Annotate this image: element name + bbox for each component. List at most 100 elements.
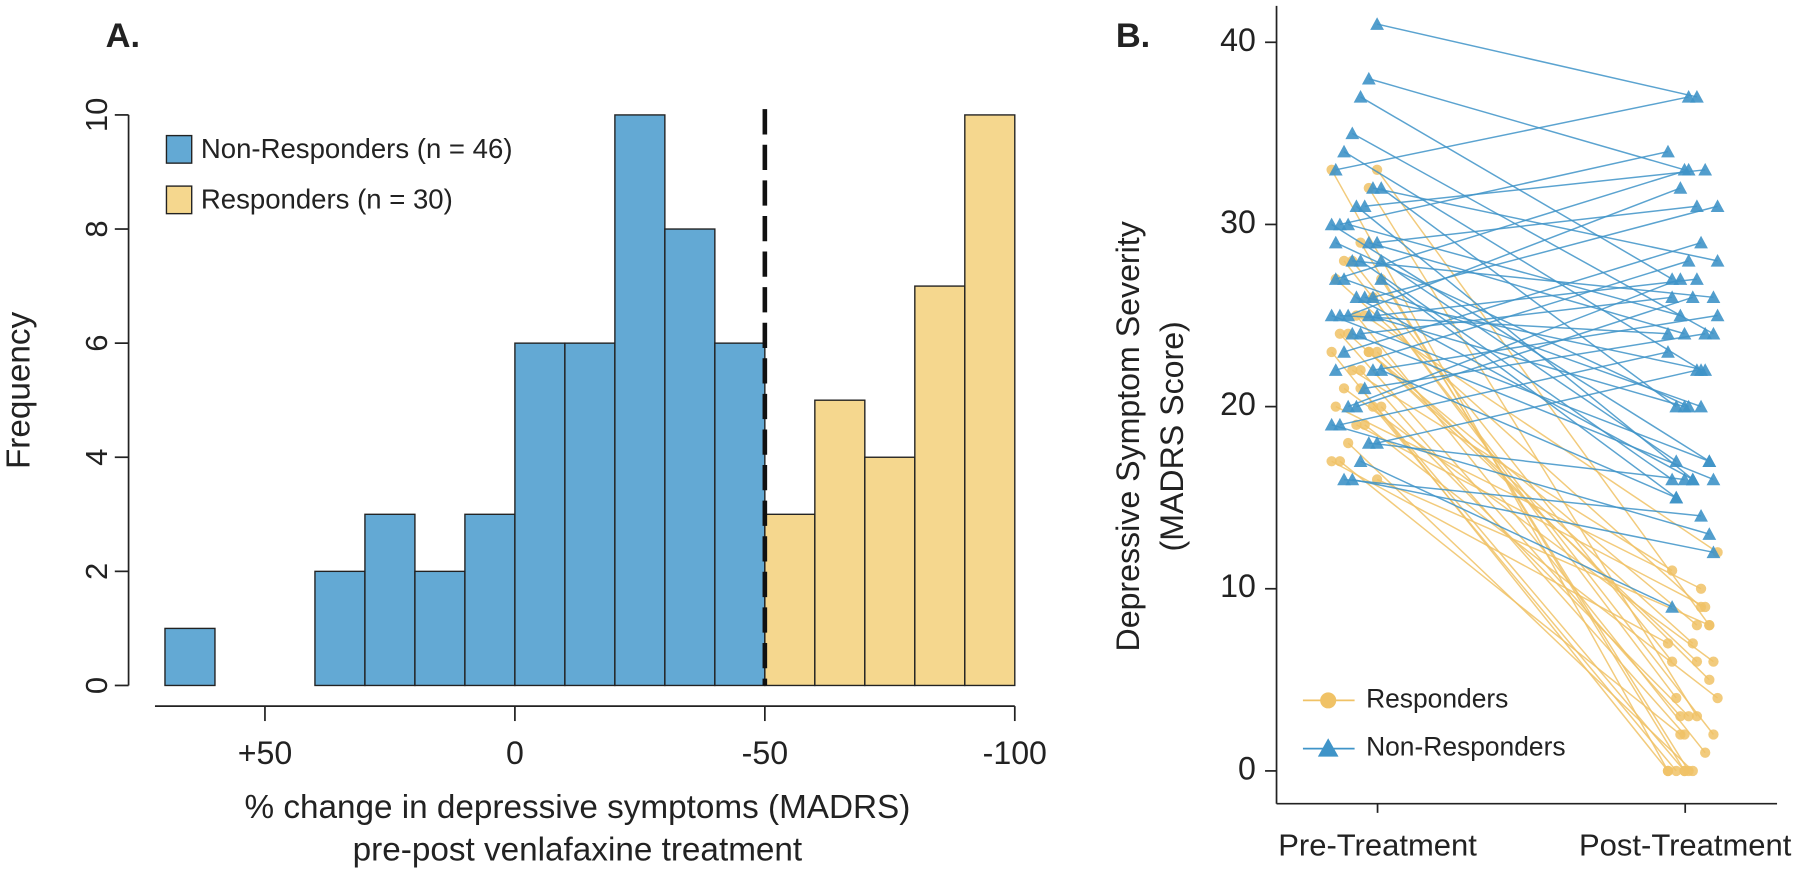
marker: [1326, 346, 1337, 358]
marker: [1687, 638, 1698, 649]
bar: [164, 627, 216, 687]
bar: [614, 114, 666, 687]
marker: [1691, 620, 1703, 631]
marker: [1677, 472, 1692, 486]
x-tick-label: -100: [983, 735, 1047, 771]
subject-line: [1376, 23, 1698, 98]
panel-label: A.: [106, 17, 140, 55]
marker: [1328, 235, 1343, 249]
marker: [1710, 308, 1725, 322]
bar: [864, 456, 916, 687]
subject-line: [1339, 150, 1669, 226]
subject-line: [1368, 351, 1698, 626]
marker: [1704, 620, 1715, 631]
x-tick-label: -50: [742, 735, 788, 771]
marker: [1681, 399, 1696, 413]
marker: [1698, 326, 1713, 340]
marker: [1324, 217, 1339, 231]
subject-line: [1356, 296, 1694, 408]
legend-label: Responders (n = 30): [201, 183, 453, 214]
marker: [1361, 436, 1376, 449]
legend-label: Responders: [1366, 683, 1508, 713]
y-axis-label: Frequency: [0, 311, 37, 469]
marker: [1679, 765, 1690, 777]
subject-line: [1377, 205, 1697, 244]
bar: [664, 228, 716, 687]
subject-line: [1380, 278, 1677, 499]
subject-line: [1352, 478, 1714, 554]
marker: [1353, 454, 1368, 467]
subject-line: [1372, 187, 1718, 262]
subject-line: [1372, 205, 1718, 299]
subject-line: [1352, 333, 1714, 481]
subject-line: [1331, 351, 1669, 772]
marker: [1694, 509, 1708, 522]
marker: [1341, 399, 1356, 413]
marker: [1681, 162, 1696, 176]
marker: [1662, 765, 1674, 777]
marker: [1691, 656, 1703, 667]
marker: [1675, 711, 1686, 722]
subject-line: [1347, 278, 1681, 408]
marker: [1366, 181, 1380, 194]
marker: [1338, 383, 1350, 394]
y-tick-label: 30: [1220, 204, 1256, 240]
marker: [1702, 527, 1717, 540]
subject-line: [1364, 296, 1706, 371]
y-tick-label: 10: [1220, 568, 1256, 604]
marker: [1337, 345, 1351, 358]
subject-line: [1364, 314, 1718, 553]
bar: [964, 114, 1016, 687]
marker: [1345, 126, 1360, 140]
bar: [814, 399, 866, 687]
y-tick-label: 2: [79, 563, 114, 580]
bar: [364, 513, 416, 687]
subject-line: [1339, 314, 1669, 335]
subject-line: [1368, 442, 1685, 481]
subject-line: [1377, 278, 1697, 317]
subject-line: [1359, 387, 1686, 772]
y-tick-label: 8: [79, 220, 114, 237]
subject-line: [1343, 478, 1702, 517]
marker: [1363, 346, 1374, 358]
marker: [1690, 272, 1704, 285]
subject-line: [1360, 260, 1673, 481]
subject-line: [1331, 314, 1710, 462]
marker: [1330, 401, 1341, 412]
marker: [1710, 253, 1725, 267]
x-tick-label: 0: [506, 735, 524, 771]
bar: [514, 342, 566, 687]
marker: [1706, 290, 1721, 304]
subject-line: [1351, 132, 1714, 335]
series-group: [1324, 17, 1725, 613]
y-axis-label: (MADRS Score): [1154, 321, 1190, 551]
x-axis-label: pre-post venlafaxine treatment: [353, 832, 803, 869]
subject-line: [1380, 260, 1677, 462]
panel-label: B.: [1116, 17, 1150, 55]
subject-line: [1352, 260, 1714, 299]
marker: [1691, 711, 1703, 722]
marker: [1661, 144, 1675, 158]
marker: [1669, 454, 1684, 467]
marker: [1681, 253, 1696, 267]
marker: [1355, 365, 1366, 376]
marker: [1700, 601, 1711, 613]
subject-line: [1339, 351, 1669, 426]
subject-line: [1364, 424, 1719, 699]
bar: [564, 342, 616, 687]
marker: [1702, 454, 1717, 467]
marker: [1361, 71, 1376, 85]
marker: [1334, 328, 1346, 339]
marker: [1683, 711, 1694, 722]
marker: [1671, 765, 1682, 777]
marker: [1695, 583, 1707, 594]
legend-swatch: [165, 185, 193, 215]
marker: [1326, 456, 1337, 467]
legend-marker: [1320, 692, 1337, 709]
legend-label: Non-Responders: [1366, 732, 1566, 762]
bar: [414, 570, 466, 687]
subject-line: [1335, 278, 1702, 608]
marker: [1704, 674, 1715, 686]
x-tick-label: Post-Treatment: [1579, 828, 1792, 863]
bar: [764, 513, 816, 687]
